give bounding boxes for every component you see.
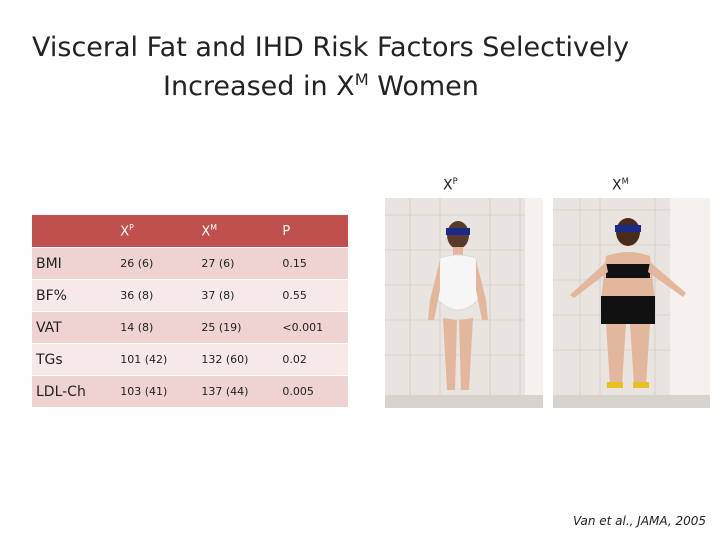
photo-right: [553, 198, 710, 408]
table-row: BMI 26 (6) 27 (6) 0.15: [32, 247, 348, 280]
header-row: XP XM P: [32, 215, 348, 248]
header-cell: XM: [195, 215, 277, 248]
photo-left: [385, 198, 543, 408]
table-cell: 0.15: [276, 247, 348, 280]
photo-label-base: X: [612, 177, 622, 194]
title-line2: Increased in XM Women: [163, 70, 479, 102]
table-row: BF% 36 (8) 37 (8) 0.55: [32, 279, 348, 312]
table-row: VAT 14 (8) 25 (19) <0.001: [32, 311, 348, 344]
photo-label-sup: M: [621, 176, 629, 186]
table-cell: 25 (19): [195, 311, 277, 344]
citation: Van et al., JAMA, 2005: [573, 514, 706, 528]
header-cell: P: [276, 215, 348, 248]
title-text: Increased in X: [163, 71, 355, 102]
title-sup: M: [354, 70, 369, 89]
data-table: XP XM P BMI 26 (6) 27 (6) 0.15 BF% 36 (8) 37 (8) 0…: [32, 215, 348, 407]
table-cell: 26 (6): [114, 247, 196, 280]
row-label: LDL-Ch: [32, 375, 115, 407]
row-label: TGs: [32, 343, 115, 376]
table-cell: 137 (44): [195, 375, 277, 407]
table-cell: 27 (6): [195, 247, 277, 280]
table-cell: 132 (60): [195, 343, 277, 376]
table-cell: 101 (42): [114, 343, 196, 376]
row-label: BMI: [32, 247, 115, 280]
title-text: Women: [368, 71, 479, 102]
photo-label: XM: [612, 176, 629, 194]
header-cell: [32, 215, 115, 248]
photo-label-base: X: [443, 177, 453, 194]
table-row: LDL-Ch 103 (41) 137 (44) 0.005: [32, 375, 348, 407]
header-sup: P: [129, 222, 134, 232]
table-cell: 0.005: [276, 375, 348, 407]
header-base: X: [120, 224, 130, 240]
table-cell: <0.001: [276, 311, 348, 344]
row-label: VAT: [32, 311, 115, 344]
table-cell: 36 (8): [114, 279, 196, 312]
header-sup: M: [210, 222, 217, 232]
row-label: BF%: [32, 279, 115, 312]
table-cell: 0.55: [276, 279, 348, 312]
header-base: X: [201, 224, 211, 240]
title-line1: Visceral Fat and IHD Risk Factors Select…: [32, 32, 630, 63]
table-cell: 0.02: [276, 343, 348, 376]
header-cell: XP: [114, 215, 196, 248]
table-row: TGs 101 (42) 132 (60) 0.02: [32, 343, 348, 376]
table-cell: 14 (8): [114, 311, 196, 344]
table-cell: 103 (41): [114, 375, 196, 407]
photo-label: XP: [443, 176, 458, 194]
photo-label-sup: P: [452, 176, 458, 186]
table-cell: 37 (8): [195, 279, 277, 312]
